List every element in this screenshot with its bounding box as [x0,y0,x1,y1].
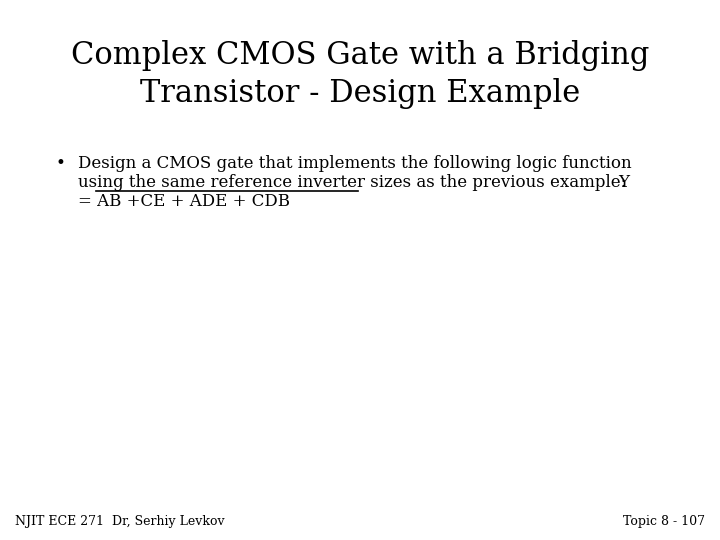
Text: Design a CMOS gate that implements the following logic function: Design a CMOS gate that implements the f… [78,155,631,172]
Text: using the same reference inverter sizes as the previous example:: using the same reference inverter sizes … [78,174,626,191]
Text: = AB +CE + ADE + CDB: = AB +CE + ADE + CDB [78,193,290,210]
Text: NJIT ECE 271  Dr, Serhiy Levkov: NJIT ECE 271 Dr, Serhiy Levkov [15,515,225,528]
Text: Complex CMOS Gate with a Bridging
Transistor - Design Example: Complex CMOS Gate with a Bridging Transi… [71,40,649,109]
Text: •: • [55,155,65,172]
Text: Topic 8 - 107: Topic 8 - 107 [623,515,705,528]
Text: Y: Y [618,174,629,191]
